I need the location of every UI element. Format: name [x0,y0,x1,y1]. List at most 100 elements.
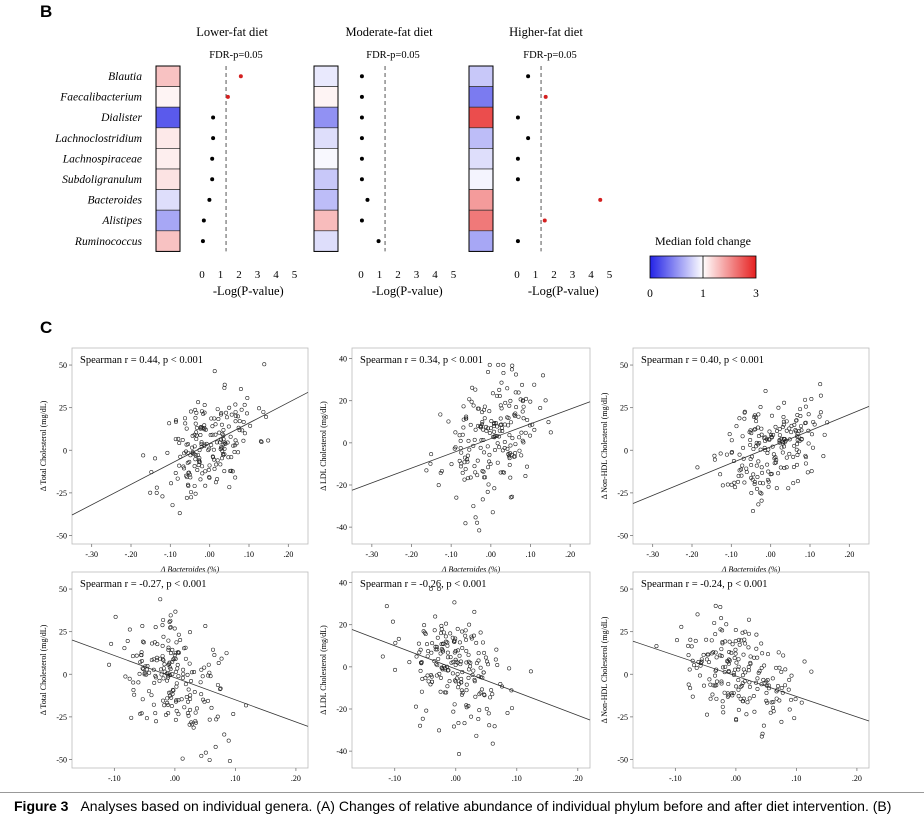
scatter-point [468,422,473,427]
scatter-point [207,670,212,675]
scatter-point [227,485,232,490]
scatter-point [465,459,470,464]
genus-label-bacteroides: Bacteroides [87,195,142,207]
scatter-point [752,427,757,432]
scatter-point [759,665,764,670]
scatter-point [153,456,158,461]
scatter-point [780,690,785,695]
scatter-panel: -50 -25 0 25 50 -.10 .00 .10 .20 Δ Blautia (%) Δ T… [39,571,309,790]
scatter-point [695,465,700,470]
scatter-point [731,690,736,695]
y-tick-label: 0 [63,670,67,679]
scatter-point [811,419,816,424]
scatter-point [818,382,823,387]
scatter-point [793,428,798,433]
scatter-point [521,440,526,445]
scatter-point [743,641,748,646]
scatter-point [486,482,491,487]
scatter-point [475,458,480,463]
scatter-point [761,723,766,728]
scatter-point [727,649,732,654]
scatter-point [190,451,195,456]
scatter-point [261,409,266,414]
x-axis-label: Δ Bacteroides (%) [441,565,501,574]
scatter-point [467,622,472,627]
scatter-point [177,441,182,446]
y-tick-label: 40 [339,355,347,364]
scatter-point [759,498,764,503]
scatter-point [460,470,465,475]
scatter-point [501,371,506,376]
scatter-point [474,661,479,666]
y-tick-label: -20 [336,705,347,714]
scatter-point [217,430,222,435]
scatter-point [212,457,217,462]
scatter-point [784,455,789,460]
scatter-point [227,759,232,764]
scatter-point [495,460,500,465]
scatter-point [473,694,478,699]
heat-cell [468,106,494,129]
scatter-point [183,416,188,421]
heat-cell [155,189,181,211]
scatter-point [733,639,738,644]
scatter-point [430,641,435,646]
scatter-point [713,650,718,655]
scatter-point [487,452,492,457]
scatter-panel: -40 -20 0 20 40 -.10 .00 .10 .20 Δ Blautia (%) Δ L… [319,571,591,790]
scatter-point [464,703,469,708]
scatter-point [686,682,691,687]
scatter-point [455,672,460,677]
scatter-point [216,660,221,665]
scatter-point [731,458,736,463]
scatter-point [168,651,173,656]
scatter-point [705,652,710,657]
scatter-point [469,636,474,641]
x-tick-label: .00 [766,550,776,559]
scatter-point [151,702,156,707]
genus-label-alistipes: Alistipes [101,215,142,227]
scatter-point [753,415,758,420]
heat-cell [468,230,494,252]
scatter-point [207,717,212,722]
y-tick-label: 20 [339,621,347,630]
heat-cell [313,65,339,87]
scatter-point [178,454,183,459]
scatter-point [191,725,196,730]
scatter-point [141,640,146,645]
scatter-point [159,672,164,677]
x-tick-label: .00 [205,550,215,559]
y-tick-label: 50 [620,585,628,594]
scatter-point [162,669,167,674]
scatter-point [199,753,204,758]
scatter-point [686,653,691,658]
scatter-point [720,640,725,645]
x-tick-label: -.10 [445,550,458,559]
scatter-point [169,481,174,486]
scatter-point [188,693,193,698]
scatter-point [802,659,807,664]
scatter-point [781,422,786,427]
scatter-point [160,494,165,499]
scatter-point [199,444,204,449]
panel-b-label: B [40,2,53,21]
x-axis-label: -Log(P-value) [528,284,599,298]
scatter-point [464,705,469,710]
y-tick-label: 25 [59,628,67,637]
scatter-point [714,696,719,701]
x-tick-label: 5 [292,269,298,281]
y-tick-label: -20 [336,481,347,490]
scatter-point [776,650,781,655]
scatter-point [232,449,237,454]
heat-cell [468,148,494,170]
plot-frame [632,347,870,545]
scatter-point [476,651,481,656]
scatter-point [224,651,229,656]
scatter-point [497,387,502,392]
scatter-point [393,640,398,645]
scatter-point [714,667,719,672]
scatter-point [486,465,491,470]
scatter-point [123,674,128,679]
scatter-point [475,473,480,478]
scatter-point [698,661,703,666]
